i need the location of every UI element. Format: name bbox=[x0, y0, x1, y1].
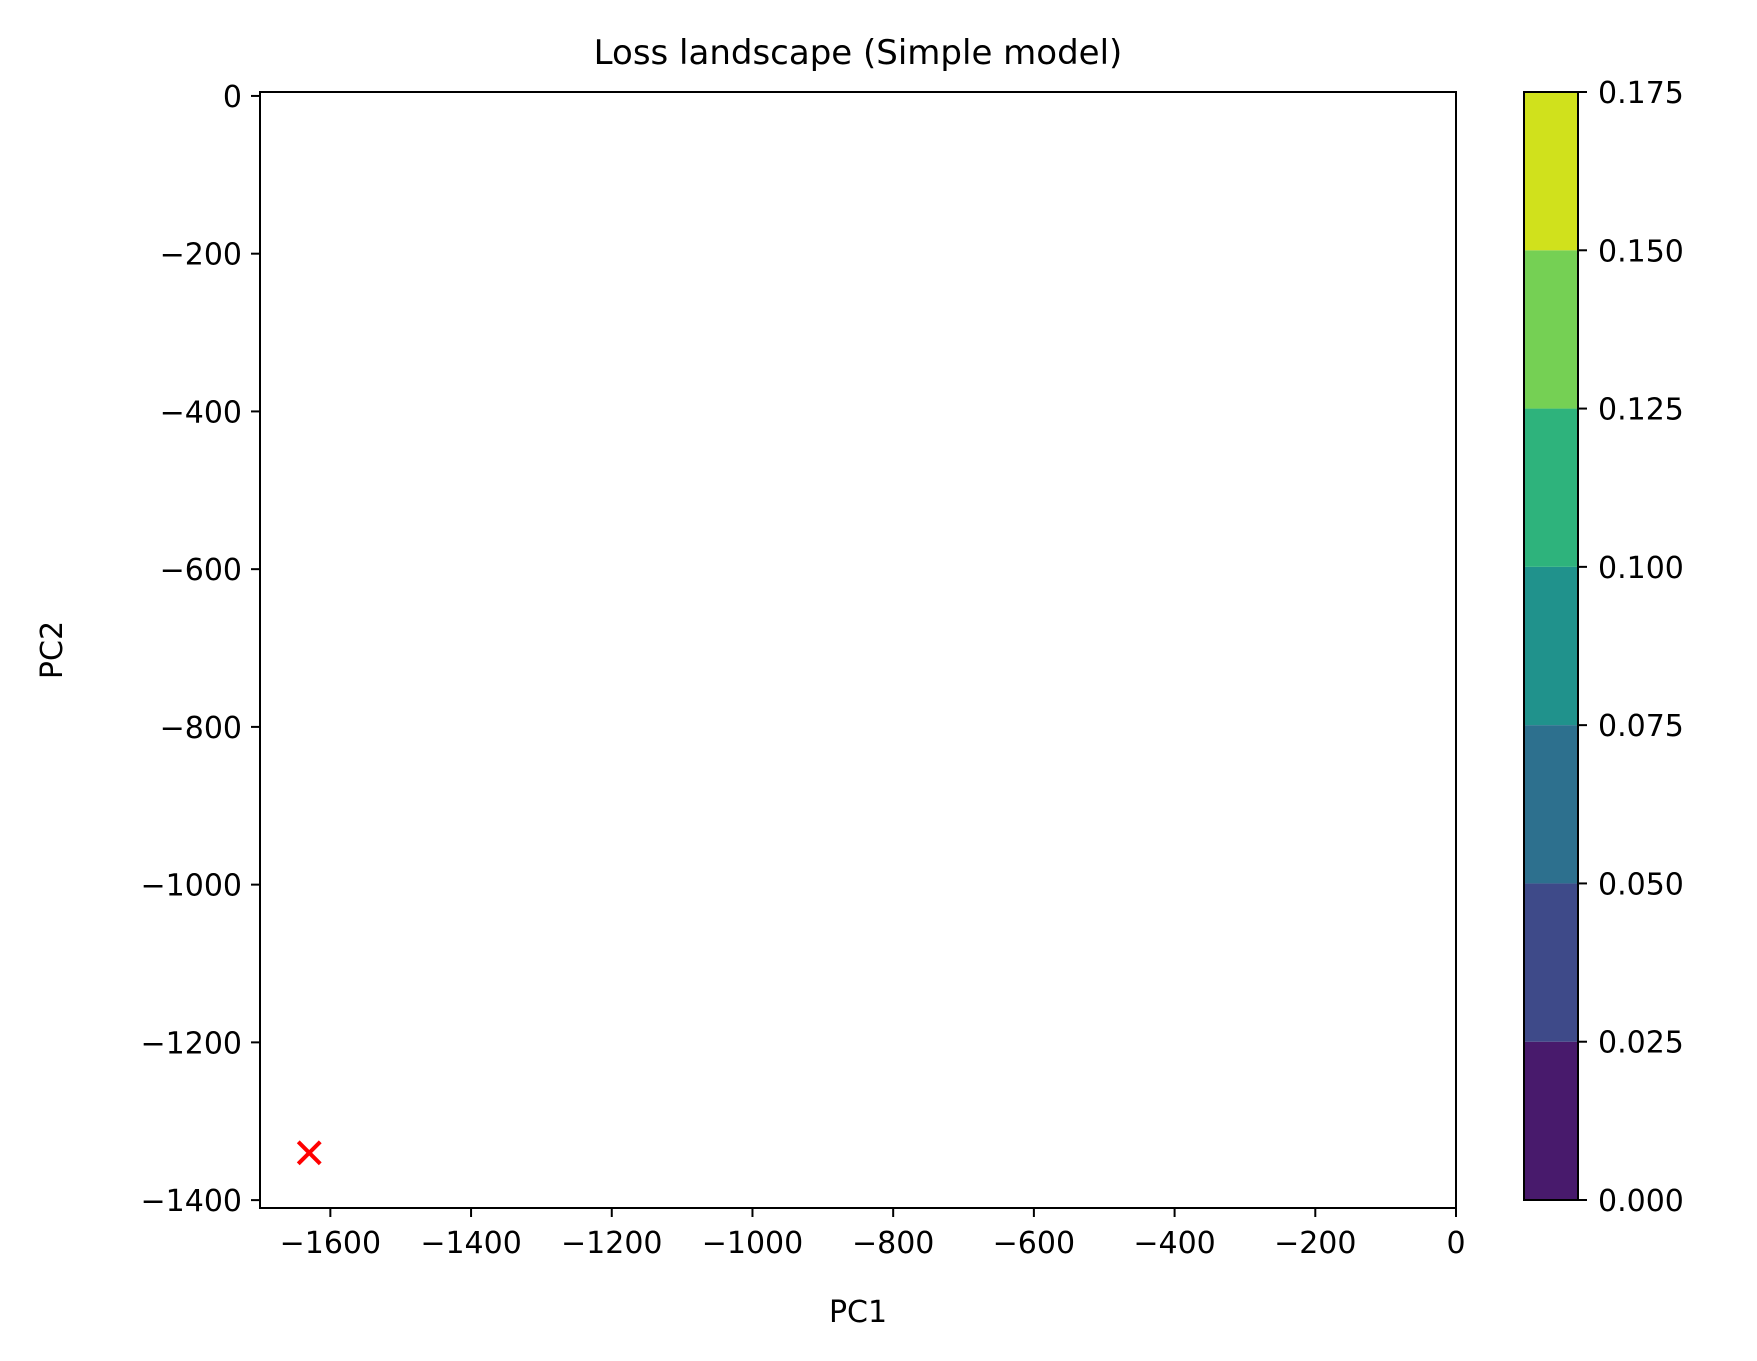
y-tick-label: −400 bbox=[160, 395, 242, 430]
colorbar-tick-label: 0.025 bbox=[1598, 1026, 1684, 1061]
y-axis: 0 −200 −400 −600 −800 −1000 −1200 −1400 bbox=[141, 80, 260, 1219]
x-tick-label: −1200 bbox=[561, 1226, 662, 1261]
y-tick-label: 0 bbox=[223, 80, 242, 115]
min-point-marker bbox=[296, 1140, 322, 1166]
colorbar-band bbox=[1524, 92, 1578, 251]
x-axis: −1600 −1400 −1200 −1000 −800 −600 −400 −200 0 bbox=[280, 1208, 1466, 1261]
colorbar-tick-label: 0.075 bbox=[1598, 709, 1684, 744]
colorbar: 0.000 0.025 0.050 0.075 0.100 0.125 0.150 0.175 bbox=[1523, 76, 1684, 1219]
data-layer bbox=[296, 1140, 322, 1166]
y-tick-label: −600 bbox=[160, 553, 242, 588]
y-tick-label: −1200 bbox=[141, 1026, 242, 1061]
y-tick-label: −200 bbox=[160, 238, 242, 273]
y-tick-label: −800 bbox=[160, 711, 242, 746]
chart-title: Loss landscape (Simple model) bbox=[594, 33, 1123, 73]
colorbar-band bbox=[1524, 566, 1578, 726]
y-tick-label: −1000 bbox=[141, 869, 242, 904]
x-tick-label: −400 bbox=[1133, 1226, 1215, 1261]
x-tick-label: −800 bbox=[852, 1226, 934, 1261]
y-axis-label: PC2 bbox=[35, 621, 70, 679]
x-axis-label: PC1 bbox=[829, 1295, 887, 1330]
colorbar-tick-label: 0.150 bbox=[1598, 234, 1684, 269]
colorbar-band bbox=[1524, 725, 1578, 884]
colorbar-band bbox=[1524, 883, 1578, 1042]
x-tick-label: 0 bbox=[1446, 1226, 1465, 1261]
colorbar-frame bbox=[1523, 91, 1579, 1201]
colorbar-tick-label: 0.100 bbox=[1598, 551, 1684, 586]
plot-area bbox=[260, 92, 1456, 1208]
colorbar-tick-label: 0.125 bbox=[1598, 393, 1684, 428]
x-tick-label: −1600 bbox=[280, 1226, 381, 1261]
x-tick-label: −600 bbox=[993, 1226, 1075, 1261]
plot-frame bbox=[259, 91, 1457, 1209]
colorbar-tick-label: 0.050 bbox=[1598, 867, 1684, 902]
colorbar-tick-label: 0.175 bbox=[1598, 76, 1684, 111]
colorbar-band bbox=[1524, 1041, 1578, 1200]
x-tick-label: −1400 bbox=[420, 1226, 521, 1261]
x-tick-label: −200 bbox=[1274, 1226, 1356, 1261]
y-tick-label: −1400 bbox=[141, 1184, 242, 1219]
colorbar-band bbox=[1524, 250, 1578, 409]
colorbar-band bbox=[1524, 408, 1578, 567]
x-tick-label: −1000 bbox=[702, 1226, 803, 1261]
colorbar-tick-label: 0.000 bbox=[1598, 1184, 1684, 1219]
